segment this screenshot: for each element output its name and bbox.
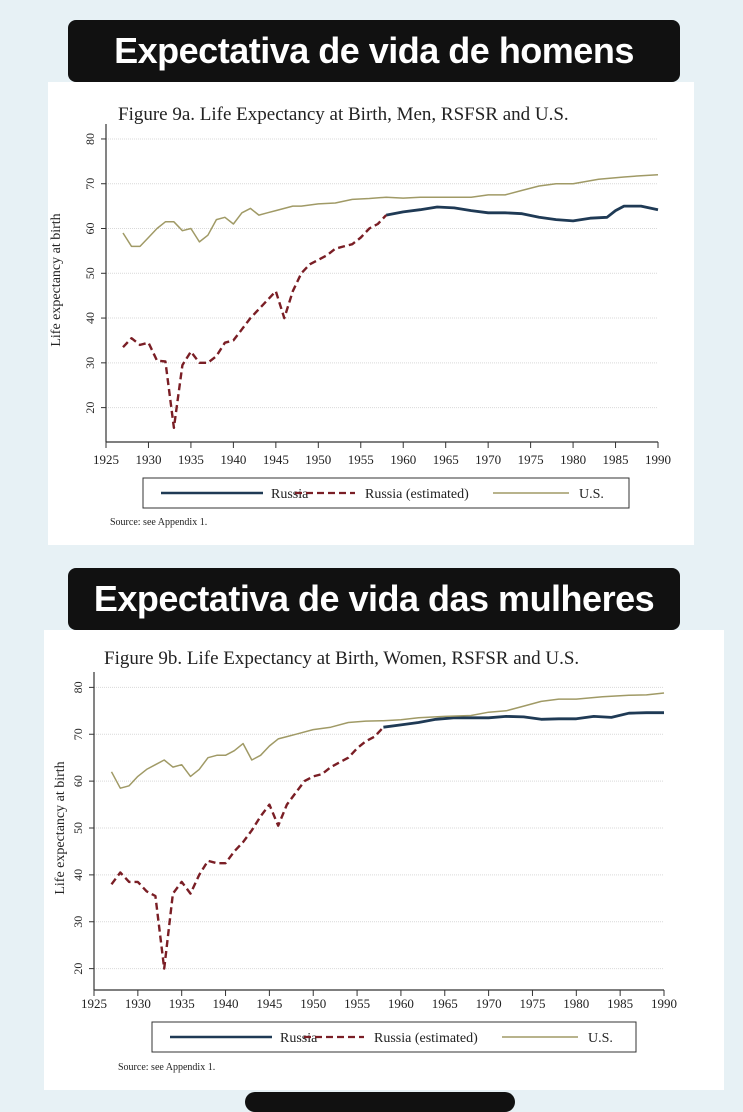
x-tick-label: 1950 <box>300 996 326 1011</box>
y-tick-label: 60 <box>71 775 85 787</box>
x-tick-label: 1990 <box>651 996 677 1011</box>
x-tick-label: 1985 <box>607 996 633 1011</box>
y-tick-label: 80 <box>71 681 85 693</box>
x-tick-label: 1935 <box>169 996 195 1011</box>
y-tick-label: 70 <box>83 178 97 190</box>
source-note: Source: see Appendix 1. <box>118 1062 215 1073</box>
y-tick-label: 40 <box>71 869 85 881</box>
y-tick-label: 30 <box>71 916 85 928</box>
chart-women: Figure 9b. Life Expectancy at Birth, Wom… <box>53 648 677 1073</box>
series-line-1 <box>110 726 385 970</box>
x-tick-label: 1950 <box>305 452 331 467</box>
x-tick-label: 1990 <box>645 452 671 467</box>
series-line-0 <box>383 711 664 729</box>
x-tick-label: 1980 <box>560 452 586 467</box>
y-axis-label: Life expectancy at birth <box>49 213 64 346</box>
y-tick-label: 30 <box>83 357 97 369</box>
legend-label-1: Russia (estimated) <box>374 1031 478 1046</box>
legend-label-0: Russia <box>280 1031 318 1046</box>
source-note: Source: see Appendix 1. <box>110 517 207 528</box>
x-tick-label: 1930 <box>135 452 161 467</box>
x-tick-label: 1965 <box>433 452 459 467</box>
y-axis-label: Life expectancy at birth <box>53 761 68 894</box>
series-line-2 <box>110 692 665 789</box>
series-line-0 <box>385 204 659 223</box>
banner-women: Expectativa de vida das mulheres <box>68 568 680 630</box>
x-tick-label: 1955 <box>348 452 374 467</box>
y-tick-label: 50 <box>83 267 97 279</box>
y-tick-label: 80 <box>83 133 97 145</box>
x-tick-label: 1960 <box>390 452 416 467</box>
banner-men: Expectativa de vida de homens <box>68 20 680 82</box>
bottom-tab-edge <box>245 1092 515 1112</box>
x-tick-label: 1985 <box>603 452 629 467</box>
x-tick-label: 1975 <box>518 452 544 467</box>
legend-label-2: U.S. <box>579 487 604 502</box>
x-tick-label: 1975 <box>519 996 545 1011</box>
chart-title: Figure 9b. Life Expectancy at Birth, Wom… <box>104 648 579 669</box>
series-line-1 <box>122 214 388 429</box>
chart-title: Figure 9a. Life Expectancy at Birth, Men… <box>118 104 569 125</box>
x-tick-label: 1980 <box>563 996 589 1011</box>
x-tick-label: 1925 <box>81 996 107 1011</box>
legend-label-1: Russia (estimated) <box>365 487 469 502</box>
x-tick-label: 1940 <box>220 452 246 467</box>
chart-men: Figure 9a. Life Expectancy at Birth, Men… <box>49 104 671 528</box>
x-tick-label: 1945 <box>263 452 289 467</box>
x-tick-label: 1965 <box>432 996 458 1011</box>
x-tick-label: 1960 <box>388 996 414 1011</box>
y-tick-label: 20 <box>71 963 85 975</box>
y-tick-label: 50 <box>71 822 85 834</box>
x-tick-label: 1970 <box>475 452 501 467</box>
chart-panel-women: Figure 9b. Life Expectancy at Birth, Wom… <box>44 630 724 1090</box>
x-tick-label: 1970 <box>476 996 502 1011</box>
y-tick-label: 70 <box>71 728 85 740</box>
x-tick-label: 1945 <box>256 996 282 1011</box>
y-tick-label: 60 <box>83 223 97 235</box>
legend-label-0: Russia <box>271 487 309 502</box>
x-tick-label: 1930 <box>125 996 151 1011</box>
legend-label-2: U.S. <box>588 1031 613 1046</box>
y-tick-label: 20 <box>83 402 97 414</box>
x-tick-label: 1940 <box>213 996 239 1011</box>
x-tick-label: 1925 <box>93 452 119 467</box>
y-tick-label: 40 <box>83 312 97 324</box>
x-tick-label: 1955 <box>344 996 370 1011</box>
chart-panel-men: Figure 9a. Life Expectancy at Birth, Men… <box>48 82 694 545</box>
series-line-2 <box>122 174 659 248</box>
x-tick-label: 1935 <box>178 452 204 467</box>
